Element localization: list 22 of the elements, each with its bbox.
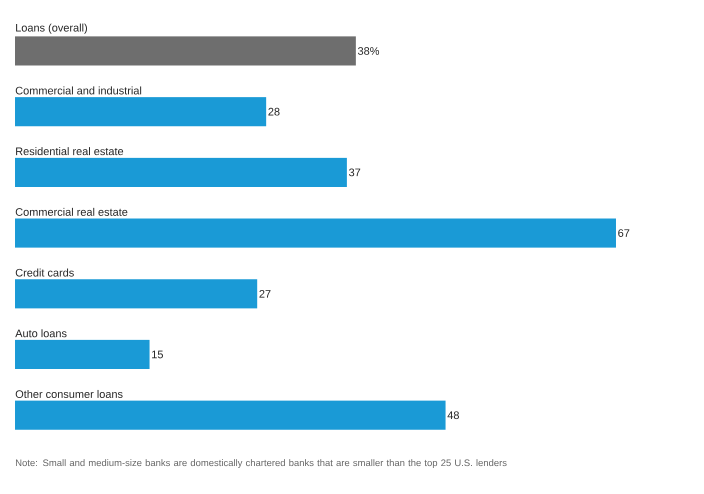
data-label: 38% xyxy=(358,47,380,55)
bar xyxy=(15,158,347,187)
bar xyxy=(15,400,446,430)
y-tick-label: Other consumer loans xyxy=(16,390,123,398)
bar xyxy=(15,279,258,308)
bar xyxy=(15,97,266,126)
bar xyxy=(15,218,616,248)
data-label: 27 xyxy=(259,290,271,298)
data-label: 15 xyxy=(152,350,163,358)
y-tick-label: Auto loans xyxy=(15,329,67,338)
data-label: 28 xyxy=(268,108,280,116)
y-tick-label: Credit cards xyxy=(16,268,74,277)
data-label: 67 xyxy=(618,229,630,237)
y-tick-label: Commercial and industrial xyxy=(16,86,142,94)
bar xyxy=(15,36,356,66)
text: Note: Small and medium-size banks are domestically chartered banks that are smaller than the top 25 U.S. lenders xyxy=(16,459,507,468)
bar xyxy=(15,340,150,370)
data-label: 37 xyxy=(349,168,360,176)
y-tick-label: Commercial real estate xyxy=(16,208,128,216)
y-tick-label: Loans (overall) xyxy=(16,24,87,34)
y-tick-label: Residential real estate xyxy=(16,147,124,156)
data-label: 48 xyxy=(448,411,459,420)
